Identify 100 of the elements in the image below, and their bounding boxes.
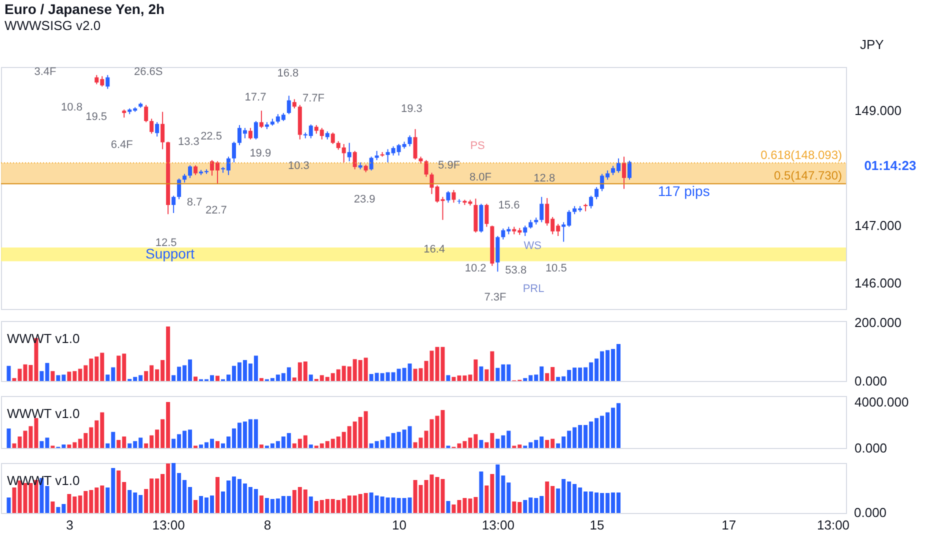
y-tick-label: 149.000 — [854, 103, 902, 118]
candlestick — [155, 122, 160, 138]
bar — [194, 500, 198, 513]
candlestick — [259, 110, 264, 128]
candlestick — [628, 160, 632, 180]
annotation: 117 pips — [658, 183, 710, 200]
candlestick — [150, 118, 154, 134]
annotation: 19.9 — [250, 147, 272, 160]
x-tick-label: 13:00 — [816, 518, 850, 532]
y-tick-label: 4000.000 — [854, 394, 909, 410]
candlestick — [352, 150, 357, 170]
annotation: 12.8 — [534, 172, 556, 184]
bar — [259, 444, 264, 448]
chart-title: Euro / Japanese Yen, 2h — [4, 1, 165, 17]
candlestick — [589, 195, 594, 209]
bar — [308, 374, 313, 381]
bar — [215, 376, 220, 381]
x-tick-label: 8 — [264, 518, 272, 532]
x-tick-label: 13:00 — [482, 518, 514, 532]
ref-line-label: 0.618(148.093) — [760, 148, 842, 162]
candlestick — [248, 127, 252, 140]
bar — [215, 441, 220, 448]
annotation: 5.9F — [438, 159, 460, 172]
candlestick — [144, 104, 148, 123]
bar — [446, 375, 450, 381]
candlestick — [292, 98, 296, 109]
annotation: 10.3 — [288, 160, 310, 172]
annotation: 7.7F — [302, 92, 325, 104]
annotation: 3.4F — [34, 66, 56, 78]
bar — [259, 496, 264, 513]
annotation: 7.3F — [484, 292, 507, 304]
annotation: 22.5 — [200, 130, 222, 142]
candlestick — [408, 134, 412, 147]
candlestick — [484, 203, 489, 228]
candlestick — [594, 186, 599, 200]
bar — [259, 378, 264, 381]
candlestick — [106, 74, 110, 90]
y-tick-label: 200.000 — [854, 315, 902, 330]
x-tick-label: 10 — [392, 518, 407, 532]
annotation: 19.5 — [86, 111, 108, 124]
candlestick — [330, 132, 335, 145]
x-tick-label: 13:00 — [152, 518, 185, 532]
annotation: 6.4F — [110, 139, 134, 152]
candlestick — [369, 156, 374, 171]
candlestick — [232, 141, 236, 163]
x-tick-label: 17 — [722, 518, 736, 532]
bar — [215, 477, 220, 513]
x-tick-label: 15 — [590, 518, 604, 532]
y-tick-label: 147.000 — [854, 218, 902, 234]
bar — [6, 498, 11, 513]
y-tick-label: 0.000 — [854, 440, 888, 456]
candlestick — [622, 156, 626, 190]
y-tick-label: 0.000 — [854, 374, 888, 388]
annotation: 53.8 — [505, 264, 527, 276]
bar — [479, 472, 484, 513]
annotation: 10.5 — [545, 262, 567, 275]
bar — [446, 501, 450, 513]
candlestick — [177, 178, 182, 200]
candlestick — [254, 120, 258, 140]
candlestick — [446, 190, 450, 204]
candlestick — [172, 195, 176, 214]
annotation: 8.0F — [469, 172, 492, 184]
ref-line-label: 0.5(147.730) — [774, 168, 842, 183]
annotation: 23.9 — [354, 193, 376, 206]
annotation: 15.6 — [498, 200, 520, 212]
annotation: 19.3 — [401, 102, 422, 115]
bar — [308, 496, 313, 513]
bar — [6, 366, 11, 381]
annotation: 16.8 — [277, 67, 299, 80]
annotation: 13.3 — [178, 136, 200, 148]
annotation: 8.7 — [186, 196, 202, 209]
text: WWWT v1.0 — [7, 331, 80, 346]
annotation: 10.8 — [61, 101, 82, 114]
annotation: 17.7 — [244, 92, 266, 104]
candlestick — [523, 225, 528, 236]
annotation: PS — [470, 140, 485, 152]
annotation: PRL — [522, 282, 544, 295]
annotation: 22.7 — [205, 204, 227, 217]
annotation: 26.6S — [134, 66, 163, 78]
bar — [479, 440, 484, 448]
candlestick — [540, 196, 544, 223]
candlestick — [424, 160, 428, 178]
text: 01:14:23 — [864, 158, 916, 174]
candlestick — [413, 128, 418, 160]
y-axis-title: JPY — [860, 37, 884, 52]
candlestick — [347, 142, 352, 162]
candlestick — [286, 95, 291, 115]
bar — [50, 502, 55, 513]
bar — [194, 376, 198, 381]
chart-subtitle: WWWSISG v2.0 — [4, 18, 101, 33]
y-tick-label: 146.000 — [854, 276, 902, 291]
candlestick — [374, 150, 379, 161]
bar — [479, 366, 484, 381]
bar — [6, 428, 11, 448]
annotation: 10.2 — [464, 262, 486, 275]
candlestick — [194, 164, 198, 176]
candlestick — [160, 111, 165, 150]
candlestick — [452, 190, 456, 204]
bar — [308, 444, 313, 448]
bar — [50, 371, 55, 381]
